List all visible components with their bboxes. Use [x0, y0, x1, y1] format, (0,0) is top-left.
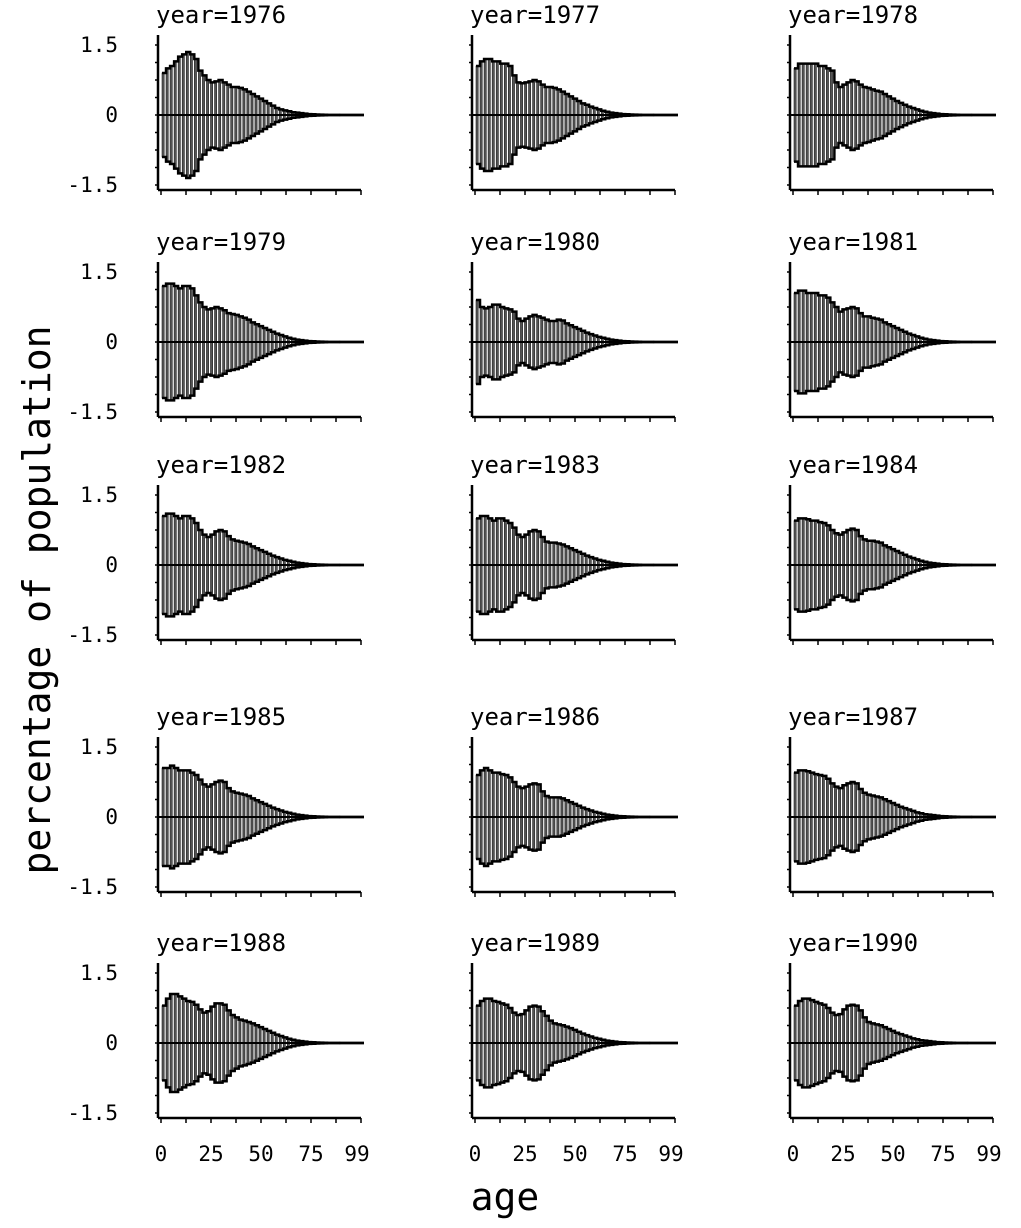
panel-title: year=1989 — [470, 929, 600, 957]
panel-1989: year=1989 0 25 50 75 99 — [469, 929, 684, 1166]
panel-1977: year=1977 — [469, 1, 678, 195]
panel-title: year=1983 — [470, 451, 600, 479]
x-tick-label: 0 — [469, 1142, 482, 1166]
panel-1984: year=1984 — [787, 451, 996, 645]
x-tick-label: 50 — [562, 1142, 587, 1166]
panel-title: year=1982 — [156, 451, 286, 479]
panel-title: year=1984 — [788, 451, 918, 479]
y-tick-label: -1.5 — [67, 623, 118, 647]
y-tick-label: 1.5 — [80, 483, 118, 507]
panel-title: year=1979 — [156, 228, 286, 256]
y-tick-label: 1.5 — [80, 260, 118, 284]
panel-title: year=1986 — [470, 703, 600, 731]
y-tick-label: 1.5 — [80, 735, 118, 759]
panel-title: year=1988 — [156, 929, 286, 957]
y-tick-label: -1.5 — [67, 173, 118, 197]
y-tick-label: 1.5 — [80, 961, 118, 985]
panel-1981: year=1981 — [787, 228, 996, 422]
y-tick-label: 0 — [105, 1031, 118, 1055]
panel-1990: year=1990 0 25 50 75 99 — [787, 929, 1002, 1166]
x-tick-label: 25 — [512, 1142, 537, 1166]
y-tick-label: 1.5 — [80, 33, 118, 57]
y-tick-label: 0 — [105, 805, 118, 829]
y-axis-title: percentage of population — [15, 325, 59, 874]
x-tick-label: 25 — [830, 1142, 855, 1166]
panel-title: year=1976 — [156, 1, 286, 29]
y-tick-label: 0 — [105, 553, 118, 577]
x-axis-title: age — [471, 1175, 540, 1219]
x-tick-label: 99 — [658, 1142, 683, 1166]
x-tick-label: 0 — [155, 1142, 168, 1166]
panel-1986: year=1986 — [469, 703, 678, 897]
panel-1987: year=1987 — [787, 703, 996, 897]
x-tick-label: 99 — [976, 1142, 1001, 1166]
panel-title: year=1978 — [788, 1, 918, 29]
x-tick-label: 25 — [198, 1142, 223, 1166]
panel-1988: year=1988 1.5 0 -1.5 0 25 50 75 99 — [67, 929, 369, 1166]
x-tick-label: 50 — [880, 1142, 905, 1166]
panel-1976: year=1976 1.5 0 -1.5 — [67, 1, 364, 197]
y-tick-label: 0 — [105, 103, 118, 127]
x-tick-label: 99 — [344, 1142, 369, 1166]
x-tick-label: 0 — [787, 1142, 800, 1166]
panel-title: year=1990 — [788, 929, 918, 957]
panel-1985: year=1985 1.5 0 -1.5 — [67, 703, 364, 899]
x-tick-label: 75 — [298, 1142, 323, 1166]
y-tick-label: 0 — [105, 330, 118, 354]
panel-1983: year=1983 — [469, 451, 678, 645]
panel-title: year=1985 — [156, 703, 286, 731]
panel-title: year=1981 — [788, 228, 918, 256]
panel-grid: year=1976 1.5 0 -1.5 year=1977 year=1978 year=… — [67, 1, 1001, 1166]
panel-title: year=1980 — [470, 228, 600, 256]
panel-title: year=1987 — [788, 703, 918, 731]
y-tick-label: -1.5 — [67, 400, 118, 424]
x-tick-label: 75 — [930, 1142, 955, 1166]
panel-1980: year=1980 — [469, 228, 678, 422]
panel-1978: year=1978 — [787, 1, 996, 195]
y-tick-label: -1.5 — [67, 1101, 118, 1125]
panel-title: year=1977 — [470, 1, 600, 29]
y-tick-label: -1.5 — [67, 875, 118, 899]
panel-1982: year=1982 1.5 0 -1.5 — [67, 451, 364, 647]
x-tick-label: 75 — [612, 1142, 637, 1166]
x-tick-label: 50 — [248, 1142, 273, 1166]
panel-1979: year=1979 1.5 0 -1.5 — [67, 228, 364, 424]
